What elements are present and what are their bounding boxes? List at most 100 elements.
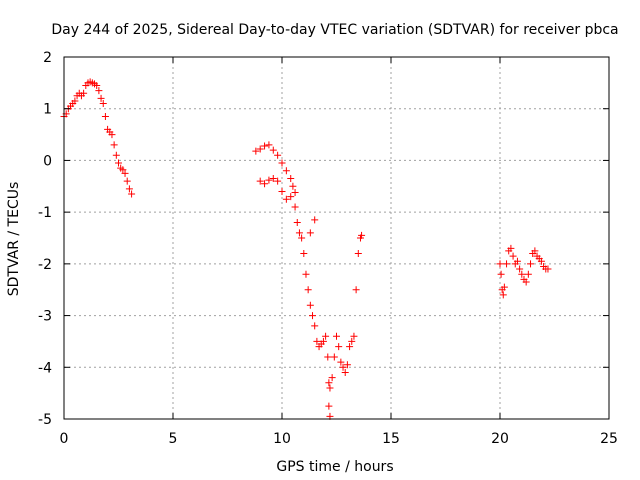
data-point xyxy=(302,270,310,278)
x-tick-label: 10 xyxy=(273,431,291,447)
data-point xyxy=(274,177,282,185)
data-point xyxy=(265,176,273,184)
data-point xyxy=(108,131,116,139)
data-point xyxy=(304,286,312,294)
data-point xyxy=(544,265,552,273)
data-point xyxy=(261,142,269,150)
data-point xyxy=(287,175,295,183)
data-point xyxy=(287,193,295,201)
y-tick-label: -2 xyxy=(38,257,52,273)
data-point xyxy=(300,250,308,258)
data-point xyxy=(322,332,330,340)
data-point xyxy=(500,283,508,291)
data-point xyxy=(95,87,103,95)
x-tick-label: 25 xyxy=(600,431,618,447)
x-tick-labels: 0 5 10 15 20 25 xyxy=(60,431,618,447)
data-point xyxy=(341,368,349,376)
y-tick-label: -3 xyxy=(38,309,52,325)
y-tick-label: 0 xyxy=(43,153,52,169)
y-tick-label: 1 xyxy=(43,102,52,118)
data-point xyxy=(328,374,336,382)
data-point xyxy=(325,402,333,410)
data-point xyxy=(346,343,354,351)
data-point xyxy=(497,270,505,278)
data-point xyxy=(343,361,351,369)
data-point xyxy=(101,112,109,120)
series-segment-3 xyxy=(496,244,552,299)
data-point xyxy=(354,250,362,258)
data-point xyxy=(119,166,127,174)
data-point xyxy=(339,363,347,371)
data-point xyxy=(330,353,338,361)
data-point xyxy=(518,270,526,278)
data-point xyxy=(291,188,299,196)
data-point xyxy=(97,94,105,102)
data-point xyxy=(293,218,301,226)
data-point xyxy=(337,358,345,366)
data-point xyxy=(278,159,286,167)
data-point xyxy=(531,247,539,255)
data-point xyxy=(324,353,332,361)
x-tick-label: 5 xyxy=(169,431,178,447)
data-point xyxy=(313,337,321,345)
data-point xyxy=(513,257,521,265)
data-point xyxy=(325,379,333,387)
data-point xyxy=(348,337,356,345)
data-point xyxy=(522,278,530,286)
data-point xyxy=(93,81,101,89)
series-segment-1 xyxy=(60,78,136,198)
y-tick-label: -1 xyxy=(38,205,52,221)
y-tick-labels: -5 -4 -3 -2 -1 0 1 2 xyxy=(38,50,52,428)
data-point xyxy=(110,141,118,149)
series-segment-2 xyxy=(252,141,366,420)
data-point xyxy=(335,343,343,351)
data-point xyxy=(527,260,535,268)
data-point xyxy=(352,286,360,294)
y-tick-label: -4 xyxy=(38,360,52,376)
data-point xyxy=(261,180,269,188)
data-point xyxy=(319,337,327,345)
data-point xyxy=(507,244,515,252)
data-point xyxy=(298,234,306,242)
data-point xyxy=(278,187,286,195)
data-point xyxy=(333,332,340,340)
chart-title: Day 244 of 2025, Sidereal Day-to-day VTE… xyxy=(51,22,618,38)
data-point xyxy=(282,195,290,203)
data-point xyxy=(125,185,133,193)
plot-frame xyxy=(63,56,610,420)
data-point xyxy=(524,270,532,278)
data-point xyxy=(350,332,358,340)
data-point xyxy=(309,312,317,320)
data-point xyxy=(516,265,524,273)
data-point xyxy=(509,252,517,260)
x-tick-label: 15 xyxy=(382,431,400,447)
data-point xyxy=(99,100,107,108)
data-point xyxy=(282,167,290,175)
data-point xyxy=(311,322,319,330)
data-point xyxy=(123,177,131,185)
data-point xyxy=(252,147,260,155)
data-point xyxy=(499,291,507,299)
data-point xyxy=(121,169,129,177)
x-tick-label: 0 xyxy=(60,431,69,447)
y-tick-label: 2 xyxy=(43,50,52,66)
data-point xyxy=(496,260,504,268)
data-point xyxy=(256,177,264,185)
data-point xyxy=(295,229,303,237)
data-point xyxy=(269,146,277,154)
y-tick-label: -5 xyxy=(38,412,52,428)
data-point xyxy=(537,257,545,265)
data-point xyxy=(256,145,264,153)
data-point xyxy=(269,175,277,183)
data-point xyxy=(112,151,120,159)
data-point xyxy=(503,260,511,268)
data-points-layer xyxy=(60,78,552,420)
data-point xyxy=(291,203,299,211)
data-point xyxy=(265,141,273,149)
y-axis-label: SDTVAR / TECUs xyxy=(6,182,22,297)
data-point xyxy=(274,151,282,159)
x-axis-label: GPS time / hours xyxy=(276,459,393,475)
data-point xyxy=(306,301,314,309)
grid-layer xyxy=(64,57,609,419)
